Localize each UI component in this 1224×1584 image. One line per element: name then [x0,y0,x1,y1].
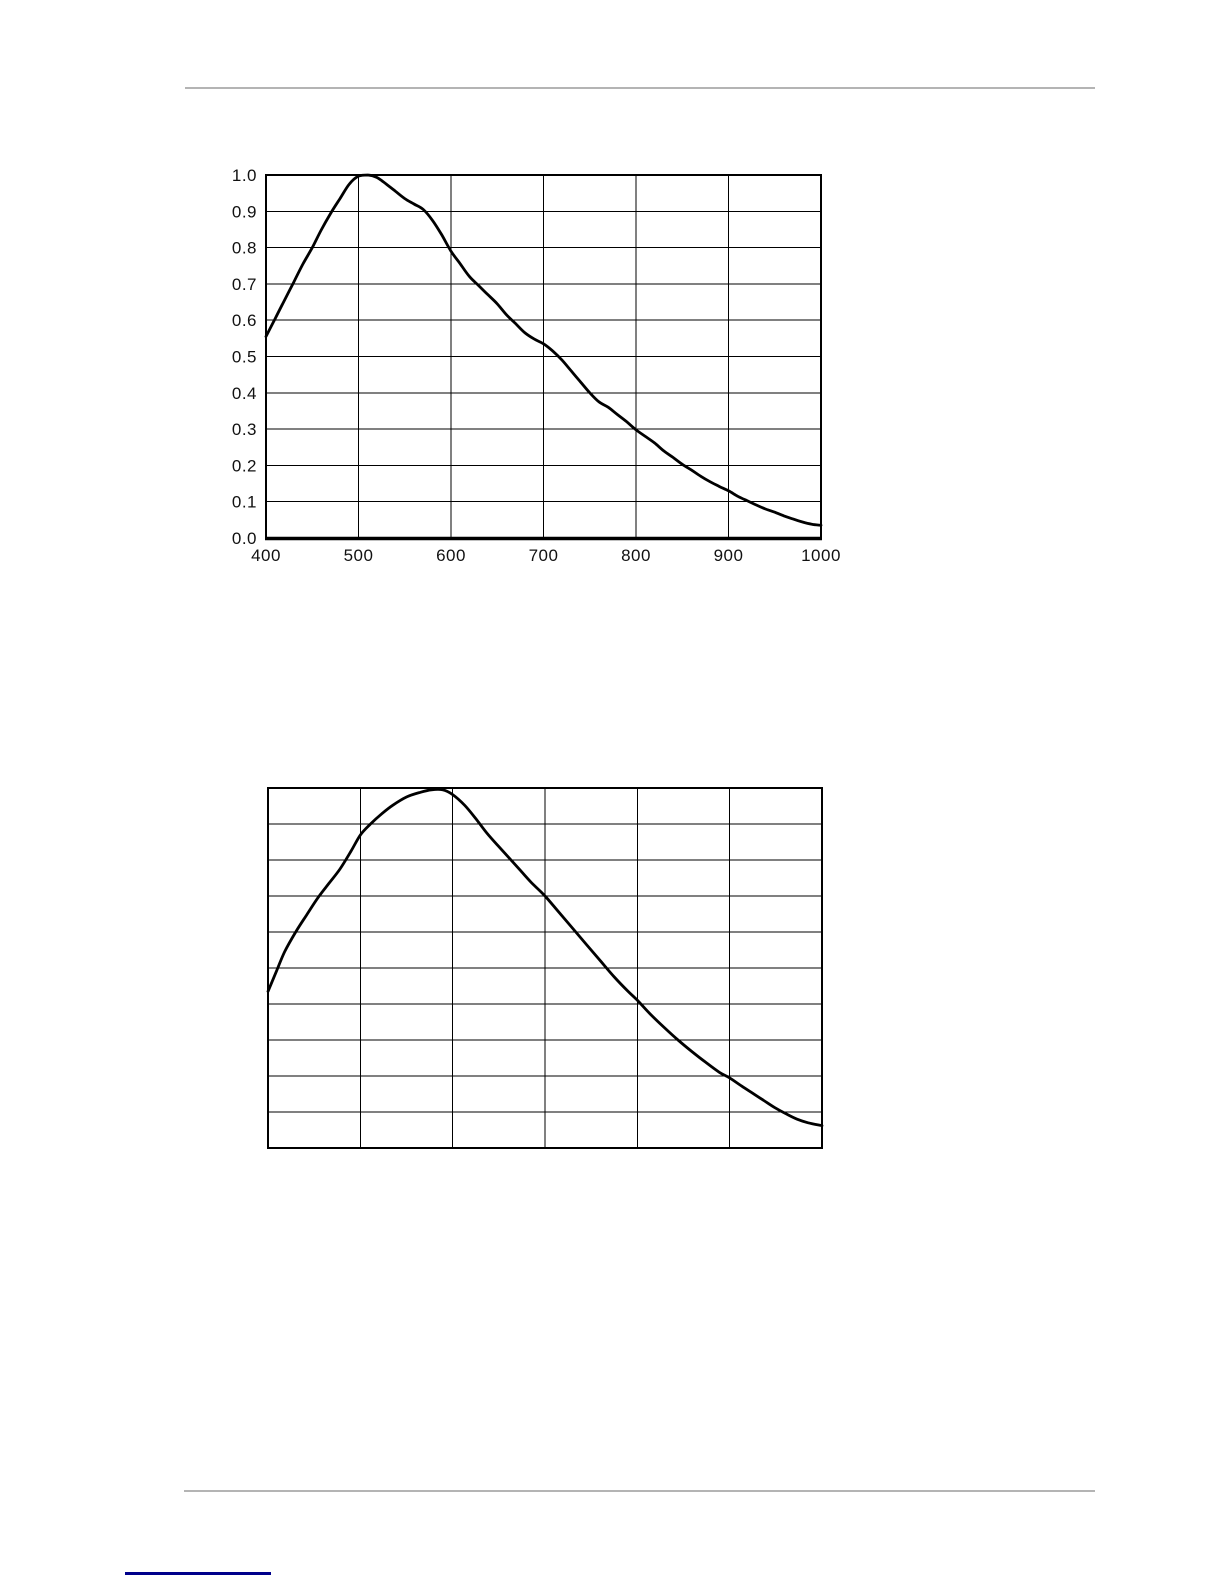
spectral-response-chart-unlabeled [260,780,835,1165]
svg-text:1000: 1000 [801,546,841,565]
svg-text:0.0: 0.0 [232,529,257,548]
spectral-response-chart-labeled: 1.0 0.9 0.8 0.7 0.6 0.5 0.4 0.3 0.2 0.1 0.0 400 500 6… [200,155,850,580]
svg-text:400: 400 [251,546,281,565]
svg-text:0.8: 0.8 [232,239,257,258]
svg-text:600: 600 [436,546,466,565]
svg-text:0.5: 0.5 [232,348,257,367]
relative-spectral-response-unlabeled [266,787,824,1128]
svg-text:800: 800 [621,546,651,565]
svg-text:500: 500 [344,546,374,565]
footer-rule [184,1490,1095,1492]
header-rule [185,87,1095,89]
svg-text:0.3: 0.3 [232,420,257,439]
svg-text:0.7: 0.7 [232,275,257,294]
svg-text:0.2: 0.2 [232,456,257,475]
svg-text:0.9: 0.9 [232,202,257,221]
svg-text:700: 700 [529,546,559,565]
svg-text:0.6: 0.6 [232,311,257,330]
svg-text:0.4: 0.4 [232,384,257,403]
relative-spectral-response [264,173,823,527]
svg-text:900: 900 [714,546,744,565]
link-underline[interactable] [125,1572,271,1575]
svg-text:1.0: 1.0 [232,166,257,185]
svg-text:0.1: 0.1 [232,493,257,512]
